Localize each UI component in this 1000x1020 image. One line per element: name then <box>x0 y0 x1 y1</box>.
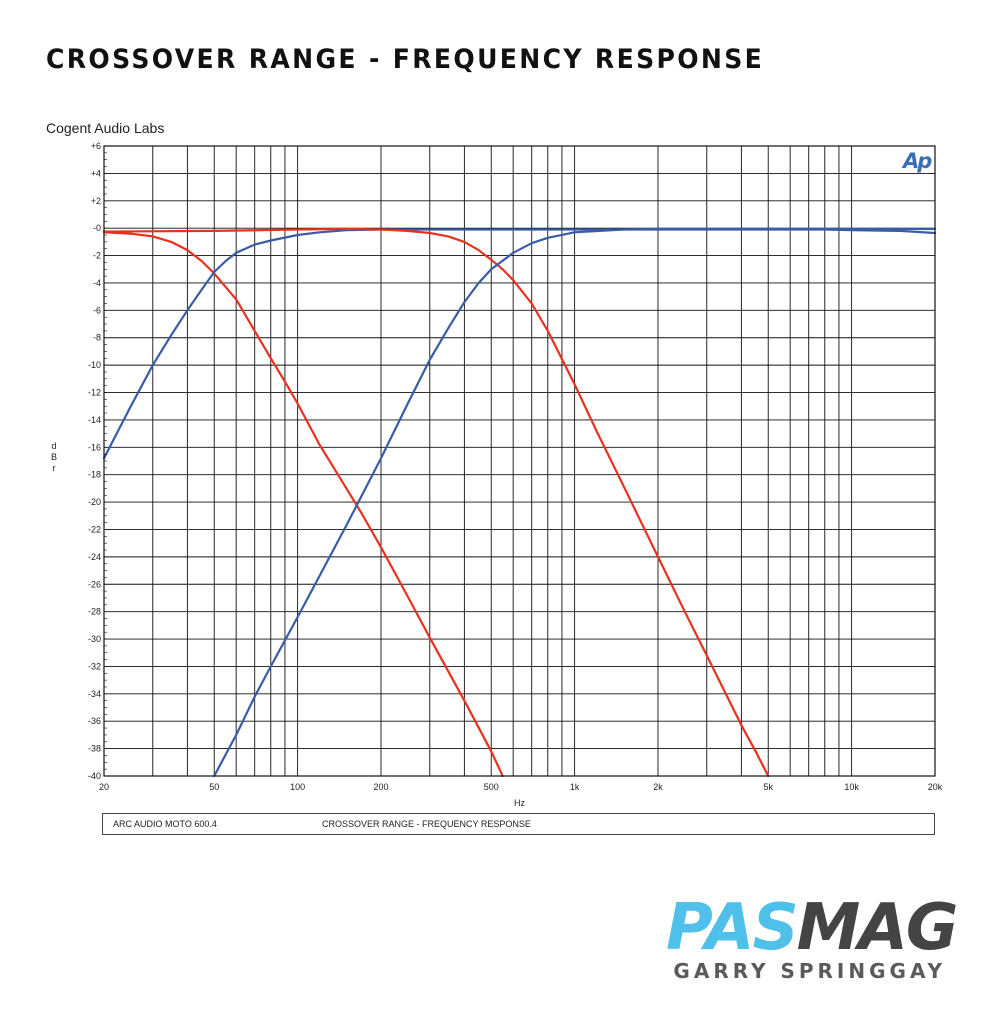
y-tick-label: -12 <box>88 388 101 398</box>
y-tick-label: -34 <box>88 689 101 699</box>
x-tick-label: 5k <box>763 782 773 792</box>
y-axis-label-char: r <box>52 463 56 473</box>
y-tick-label: -0 <box>93 223 101 233</box>
y-tick-label: -30 <box>88 634 101 644</box>
x-tick-label: 10k <box>844 782 859 792</box>
series-line-3 <box>102 227 770 778</box>
x-tick-label: 1k <box>570 782 580 792</box>
y-tick-label: -28 <box>88 607 101 617</box>
y-axis-label: d B r <box>48 441 60 474</box>
series-line-4 <box>213 227 937 778</box>
pasmag-logo-pas: PAS <box>666 891 799 965</box>
y-tick-label: -16 <box>88 442 101 452</box>
company-label: Cogent Audio Labs <box>46 120 165 136</box>
x-axis-label: Hz <box>514 798 525 808</box>
y-tick-label: -6 <box>93 305 101 315</box>
y-tick-label: -18 <box>88 470 101 480</box>
y-axis-label-char: d <box>51 441 57 451</box>
x-tick-label: 2k <box>653 782 663 792</box>
y-tick-label: -20 <box>88 497 101 507</box>
y-axis-label-char: B <box>50 452 57 462</box>
series-line-2 <box>102 228 937 460</box>
pasmag-logo-mag: MAG <box>796 891 959 965</box>
y-tick-label: -38 <box>88 744 101 754</box>
x-tick-label: 100 <box>290 782 305 792</box>
y-tick-label: +6 <box>91 141 101 151</box>
y-tick-label: -22 <box>88 524 101 534</box>
y-tick-label: -10 <box>88 360 101 370</box>
y-tick-label: -8 <box>93 333 101 343</box>
y-tick-label: +2 <box>91 196 101 206</box>
x-tick-label: 20k <box>928 782 943 792</box>
x-tick-label: 50 <box>209 782 219 792</box>
y-tick-label: +4 <box>91 168 101 178</box>
plot-frame <box>103 145 936 777</box>
x-tick-label: 20 <box>99 782 109 792</box>
y-tick-label: -26 <box>88 579 101 589</box>
y-tick-label: -14 <box>88 415 101 425</box>
x-tick-label: 500 <box>484 782 499 792</box>
footer-info-box: ARC AUDIO MOTO 600.4 CROSSOVER RANGE - F… <box>102 813 935 835</box>
frequency-response-chart: +6 +4 +2 -0 -2 -4 -6 -8 -10 -12 -14 -16 -18 -20 -22 -24… <box>88 141 943 808</box>
y-tick-label: -32 <box>88 661 101 671</box>
y-tick-label: -4 <box>93 278 101 288</box>
y-tick-label: -36 <box>88 716 101 726</box>
ap-logo: Ap <box>901 149 932 173</box>
pasmag-brand: PASMAG GARRY SPRINGGAY <box>666 891 959 988</box>
y-tick-label: -2 <box>93 251 101 261</box>
series-line-1 <box>102 231 504 778</box>
y-tick-label: -24 <box>88 552 101 562</box>
page-title: CROSSOVER RANGE - FREQUENCY RESPONSE <box>46 44 765 75</box>
pasmag-logo: PASMAG <box>666 891 959 965</box>
x-tick-label: 200 <box>373 782 388 792</box>
footer-test-label: CROSSOVER RANGE - FREQUENCY RESPONSE <box>322 819 531 829</box>
footer-device-label: ARC AUDIO MOTO 600.4 <box>113 819 217 829</box>
y-tick-label: -40 <box>88 771 101 781</box>
author-name: GARRY SPRINGGAY <box>673 959 946 983</box>
